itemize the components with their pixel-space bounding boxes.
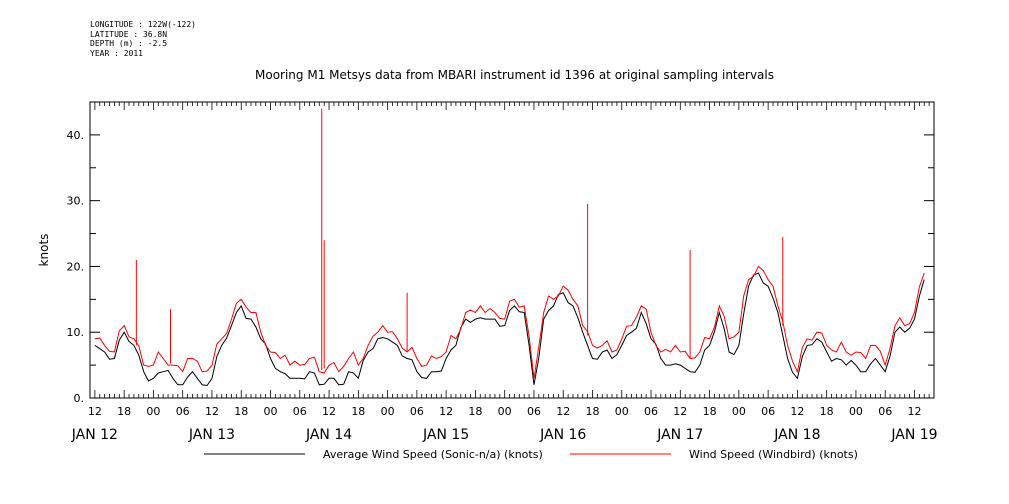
y-axis-label: knots [37, 234, 51, 267]
longitude-text: LONGITUDE : 122W(-122) [90, 20, 196, 29]
x-tick-label: 00 [849, 405, 863, 418]
metadata-block: LONGITUDE : 122W(-122) LATITUDE : 36.8N … [90, 20, 196, 58]
x-tick-label: 00 [264, 405, 278, 418]
latitude-text: LATITUDE : 36.8N [90, 29, 168, 39]
x-tick-label: 18 [234, 405, 248, 418]
legend-label-windbird: Wind Speed (Windbird) (knots) [689, 448, 858, 461]
series-line-windbird [94, 265, 925, 379]
x-tick-label: 00 [381, 405, 395, 418]
x-tick-label: 12 [556, 405, 570, 418]
y-tick-label: 0. [74, 392, 85, 405]
y-tick-label: 20. [67, 260, 85, 273]
x-tick-label: 18 [468, 405, 482, 418]
plot-frame [89, 101, 935, 399]
x-tick-label: 00 [615, 405, 629, 418]
x-tick-label: 00 [498, 405, 512, 418]
y-tick-label: 40. [67, 129, 85, 142]
x-tick-label: 06 [176, 405, 190, 418]
x-tick-label: 06 [878, 405, 892, 418]
x-day-label: JAN 15 [422, 427, 469, 443]
x-tick-label: 12 [673, 405, 687, 418]
x-tick-label: 06 [527, 405, 541, 418]
depth-text: DEPTH (m) : -2.5 [90, 39, 168, 48]
x-tick-label: 06 [761, 405, 775, 418]
x-day-label: JAN 19 [890, 427, 937, 443]
x-tick-label: 12 [205, 405, 219, 418]
x-tick-label: 18 [703, 405, 717, 418]
x-day-label: JAN 17 [656, 427, 703, 443]
x-tick-label: 06 [410, 405, 424, 418]
x-day-label: JAN 16 [539, 427, 586, 443]
x-tick-label: 12 [790, 405, 804, 418]
x-tick-label: 06 [293, 405, 307, 418]
x-tick-label: 18 [820, 405, 834, 418]
x-day-label: JAN 12 [71, 427, 118, 443]
x-day-label: JAN 13 [188, 427, 235, 443]
x-tick-label: 00 [146, 405, 160, 418]
x-tick-label: 18 [351, 405, 365, 418]
year-text: YEAR : 2011 [90, 48, 143, 58]
y-tick-label: 10. [67, 326, 85, 339]
x-tick-label: 18 [585, 405, 599, 418]
x-tick-label: 06 [644, 405, 658, 418]
x-tick-label: 12 [907, 405, 921, 418]
x-tick-label: 12 [322, 405, 336, 418]
legend-label-sonic: Average Wind Speed (Sonic-n/a) (knots) [323, 448, 543, 461]
y-tick-label: 30. [67, 195, 85, 208]
chart-title: Mooring M1 Metsys data from MBARI instru… [255, 68, 774, 82]
x-day-label: JAN 14 [305, 427, 352, 443]
x-tick-label: 12 [439, 405, 453, 418]
x-tick-label: 12 [88, 405, 102, 418]
series-line-sonic [94, 272, 925, 387]
x-day-label: JAN 18 [773, 427, 820, 443]
x-tick-label: 18 [117, 405, 131, 418]
x-tick-label: 00 [732, 405, 746, 418]
